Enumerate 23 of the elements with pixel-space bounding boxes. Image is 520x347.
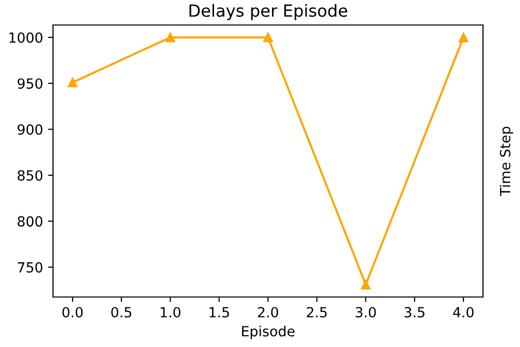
y-tick-label: 950 — [18, 78, 42, 89]
point — [458, 32, 468, 42]
y-tick-label: 750 — [18, 262, 42, 273]
chart-title: Delays per Episode — [190, 4, 348, 20]
x-tick-label: 3.0 — [356, 306, 376, 318]
x-tick-label: 0.5 — [111, 306, 132, 318]
x-axis-title: Episode — [242, 326, 295, 340]
x-tick-label: 1.5 — [210, 307, 229, 318]
y-tick-label: 800 — [18, 216, 42, 227]
y-tick-label: 850 — [18, 170, 42, 181]
y-tick-label: 900 — [18, 124, 42, 135]
y-tick-label: 1000 — [9, 32, 42, 43]
y-axis-title: Time Step — [500, 126, 514, 196]
x-tick-label: 0.0 — [62, 306, 83, 318]
x-tick-label: 4.0 — [453, 306, 474, 318]
x-tick-label: 3.5 — [404, 306, 424, 318]
point — [165, 32, 176, 42]
x-tick-label: 1.0 — [160, 306, 180, 318]
point — [263, 32, 273, 42]
point — [68, 78, 78, 88]
point — [360, 280, 371, 290]
x-tick-label: 2.5 — [306, 306, 327, 318]
x-tick-label: 2.0 — [258, 306, 278, 318]
